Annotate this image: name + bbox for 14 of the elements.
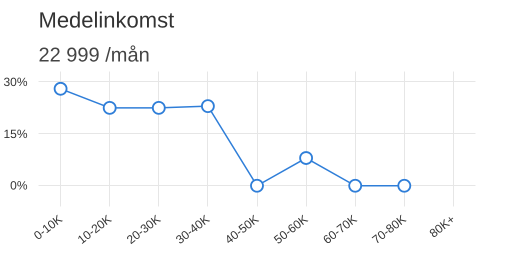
point bbox=[348, 178, 362, 193]
point bbox=[152, 100, 166, 115]
y-tick-label: 15% bbox=[3, 126, 28, 141]
point bbox=[299, 151, 313, 165]
point bbox=[201, 99, 215, 114]
x-tick-label: 80K+ bbox=[426, 212, 458, 240]
point bbox=[54, 82, 68, 96]
point bbox=[250, 178, 264, 193]
y-tick-label: 30% bbox=[3, 74, 28, 89]
chart-subtitle: 22 999 /mån bbox=[38, 44, 150, 66]
point bbox=[397, 178, 412, 193]
chart-title: Medelinkomst bbox=[38, 8, 174, 32]
point bbox=[102, 100, 117, 115]
y-tick-label: 0% bbox=[10, 178, 28, 193]
